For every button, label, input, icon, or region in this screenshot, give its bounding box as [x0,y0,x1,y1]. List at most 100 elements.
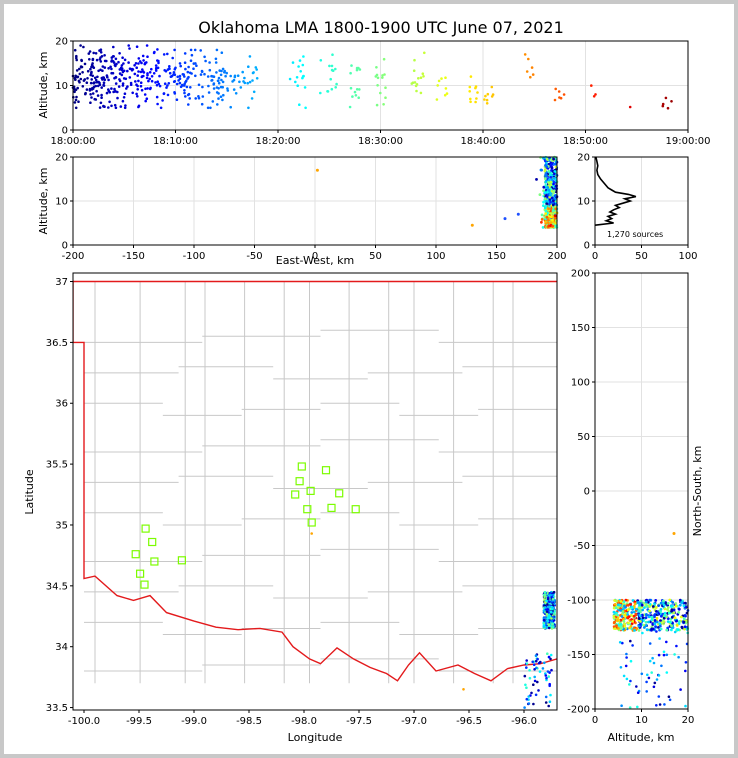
altitude-time-point [413,58,416,62]
altitude-northsouth-ticks: 0 10 20 -200 -150 -100 -50 0 50 100 150 200 [567,269,694,727]
altitude-time-point [246,81,249,85]
altitude-northsouth-point [631,644,634,647]
altitude-northsouth-point [665,653,669,657]
altitude-time-point [247,65,250,68]
altitude-northsouth-point [623,604,626,608]
map-source-point [544,695,548,699]
altitude-time-point [123,106,127,110]
altitude-time-point [156,80,159,83]
altitude-time-point [80,59,83,63]
altitude-northsouth-point [633,629,636,632]
altitude-time-point [127,44,130,47]
altitude-northsouth-point [665,671,669,674]
altitude-eastwest-point [540,213,544,217]
altitude-eastwest-points [315,155,559,229]
source-count-label: 1,270 sources [607,230,663,239]
lma-stations [131,462,360,589]
altitude-time-point [146,55,149,58]
altitude-time-point [295,76,299,79]
altitude-time-point [133,72,137,76]
altitude-eastwest-ticks: -200 -150 -100 -50 0 50 100 150 200 0 10 20 [55,153,566,263]
map-source-point [542,609,546,612]
altitude-time-point [95,58,99,62]
altitude-time-point [76,75,80,79]
altitude-northsouth-point [623,622,626,626]
altitude-eastwest-point [548,178,551,182]
altitude-time-point [234,92,238,95]
map-tick-label: 35 [55,520,68,531]
altitude-time-point [217,81,221,85]
altitude-time-point [173,67,177,71]
altitude-northsouth-point [680,625,684,629]
altitude-eastwest-point [544,184,548,187]
altitude-eastwest-point [545,157,549,161]
altitude-time-point [179,64,182,68]
altitude-time-point [102,81,106,84]
altitude-eastwest-point [543,197,547,201]
altitude-northsouth-point [625,652,628,656]
altitude-northsouth-point [632,610,636,614]
altitude-northsouth-point [644,624,648,627]
altitude-northsouth-point [637,629,641,632]
map-source-point [533,679,537,683]
map-source-point [539,660,542,664]
altitude-northsouth-point [638,603,641,606]
altitude-time-point [381,76,384,79]
altitude-time-point [86,77,89,80]
altitude-time-point [82,45,85,49]
altitude-northsouth-point [635,685,638,688]
altitude-northsouth-point [620,704,623,707]
altitude-time-point [89,93,92,96]
lma-station-marker [303,505,312,514]
map-tick-label: 33.5 [46,703,68,714]
map-source-point [550,617,553,620]
altitude-time-point [143,93,147,96]
altitude-time-point [102,84,106,87]
altitude-time-point [82,79,86,82]
altitude-time-point [215,71,218,74]
map-source-point [525,697,529,701]
altitude-time-point [101,69,104,72]
altitude-eastwest-outlier [503,217,507,221]
altitude-eastwest-point [550,163,554,166]
altitude-time-point [77,79,81,83]
altitude-time-point [140,61,143,65]
altitude-histogram-panel: 0 50 100 0 10 20 1,270 sources [577,153,697,263]
altitude-time-point [375,66,378,69]
altitude-eastwest-point [554,207,558,211]
altitude-time-point [100,86,103,89]
map-ylabel: Latitude [23,469,36,515]
altitude-northsouth-point [679,615,683,619]
altitude-time-point [97,69,100,73]
altitude-northsouth-point [663,607,667,611]
altitude-northsouth-point [636,691,640,694]
altitude-northsouth-point [662,653,666,657]
altitude-time-point [209,106,212,110]
altitude-time-point [84,91,87,95]
altitude-time-point [111,55,115,58]
altitude-northsouth-point [645,628,649,632]
altitude-time-point [187,65,190,69]
altitude-northsouth-point [622,619,626,623]
altitude-eastwest-point [546,190,549,194]
altitude-northsouth-point [631,620,635,623]
altitude-time-point [326,90,330,93]
altitude-time-point [219,95,223,98]
altitude-time-point [158,84,162,88]
altitude-northsouth-point [659,619,662,622]
altitude-northsouth-point [651,622,655,625]
map-source-point [523,674,527,678]
altitude-time-point [219,73,223,77]
altitude-northsouth-point [650,618,654,622]
altitude-time-point [95,89,98,93]
altitude-time-point [384,96,387,99]
altitude-northsouth-point [657,653,661,657]
altitude-northsouth-point [666,626,670,630]
altitude-eastwest-ylabel: Altitude, km [37,167,50,234]
altitude-time-point [96,84,100,88]
altitude-eastwest-point [551,218,554,222]
altitude-time-tick-label: 18:50:00 [563,136,608,147]
altitude-northsouth-point [638,614,642,617]
altitude-northsouth-point [644,620,648,624]
altitude-northsouth-point [643,606,646,609]
